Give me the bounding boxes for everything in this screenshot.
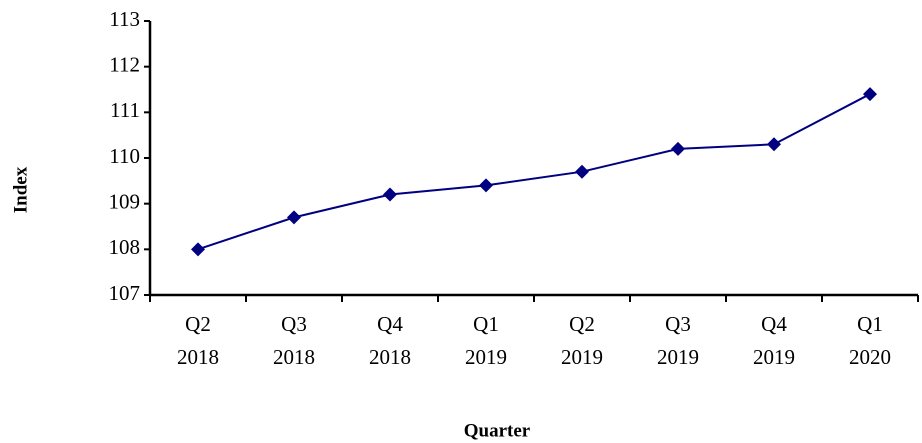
- data-point: [383, 187, 397, 202]
- x-tick-label: Q1: [473, 312, 499, 336]
- y-tick-label: 107: [109, 281, 141, 305]
- y-tick-label: 111: [110, 98, 140, 122]
- data-point: [575, 164, 589, 179]
- data-point: [191, 242, 205, 257]
- x-tick-label: 2019: [753, 345, 795, 369]
- x-tick-label: Q2: [569, 312, 595, 336]
- y-tick-label: 113: [109, 7, 140, 31]
- data-point: [287, 210, 301, 225]
- x-tick-label: Q4: [377, 312, 403, 336]
- x-tick-label: Q2: [185, 312, 211, 336]
- y-tick-label: 108: [109, 235, 141, 259]
- x-tick-label: Q1: [857, 312, 883, 336]
- data-point: [767, 137, 781, 152]
- data-point: [479, 178, 493, 193]
- data-point: [671, 141, 685, 156]
- y-tick-label: 112: [109, 52, 140, 76]
- x-tick-label: 2020: [849, 345, 891, 369]
- x-tick-label: 2019: [561, 345, 603, 369]
- x-tick-label: Q3: [281, 312, 307, 336]
- x-tick-label: Q4: [761, 312, 787, 336]
- x-tick-label: 2019: [465, 345, 507, 369]
- x-tick-label: Q3: [665, 312, 691, 336]
- y-tick-label: 110: [109, 144, 140, 168]
- x-tick-label: 2018: [177, 345, 219, 369]
- x-tick-label: 2018: [369, 345, 411, 369]
- x-tick-label: 2018: [273, 345, 315, 369]
- x-tick-label: 2019: [657, 345, 699, 369]
- data-line: [197, 93, 871, 251]
- data-point: [863, 87, 877, 102]
- x-axis-title: Quarter: [464, 420, 531, 441]
- y-tick-label: 109: [109, 189, 141, 213]
- y-axis-title: Index: [10, 166, 31, 213]
